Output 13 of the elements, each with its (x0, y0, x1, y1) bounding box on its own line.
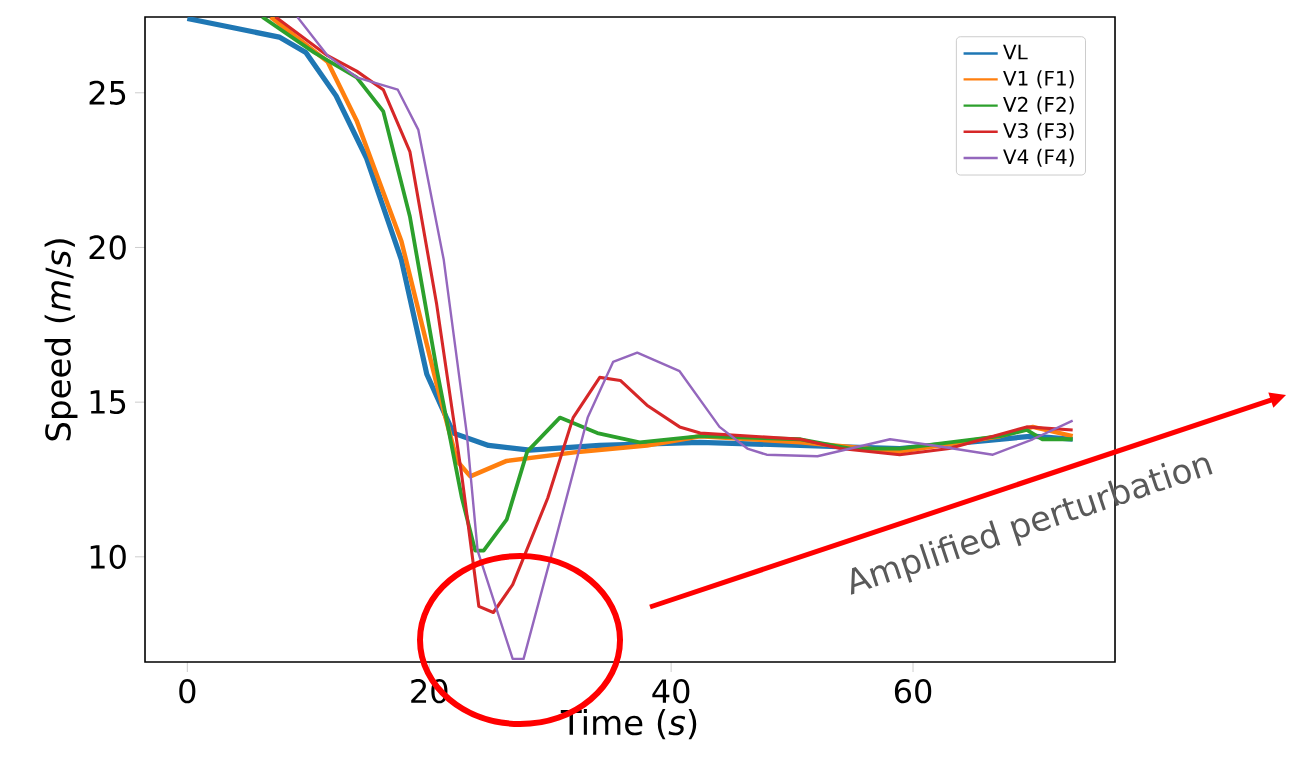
legend-label: V4 (F4) (1003, 148, 1074, 167)
y-axis-title: Speed (m/s) (44, 239, 78, 441)
y-tick-label: 25 (89, 80, 126, 105)
x-tick-label: 40 (652, 679, 690, 704)
y-tick-label: 15 (90, 390, 126, 415)
legend-label: V1 (F1) (1003, 70, 1074, 89)
x-tick-label: 0 (179, 679, 196, 704)
y-tick-label: 10 (90, 544, 126, 569)
legend-label: V2 (F2) (1003, 96, 1074, 115)
y-tick-label: 20 (89, 235, 126, 260)
legend-label: V3 (F3) (1003, 122, 1074, 141)
legend-label: VL (1003, 44, 1028, 60)
x-tick-label: 60 (894, 679, 932, 704)
